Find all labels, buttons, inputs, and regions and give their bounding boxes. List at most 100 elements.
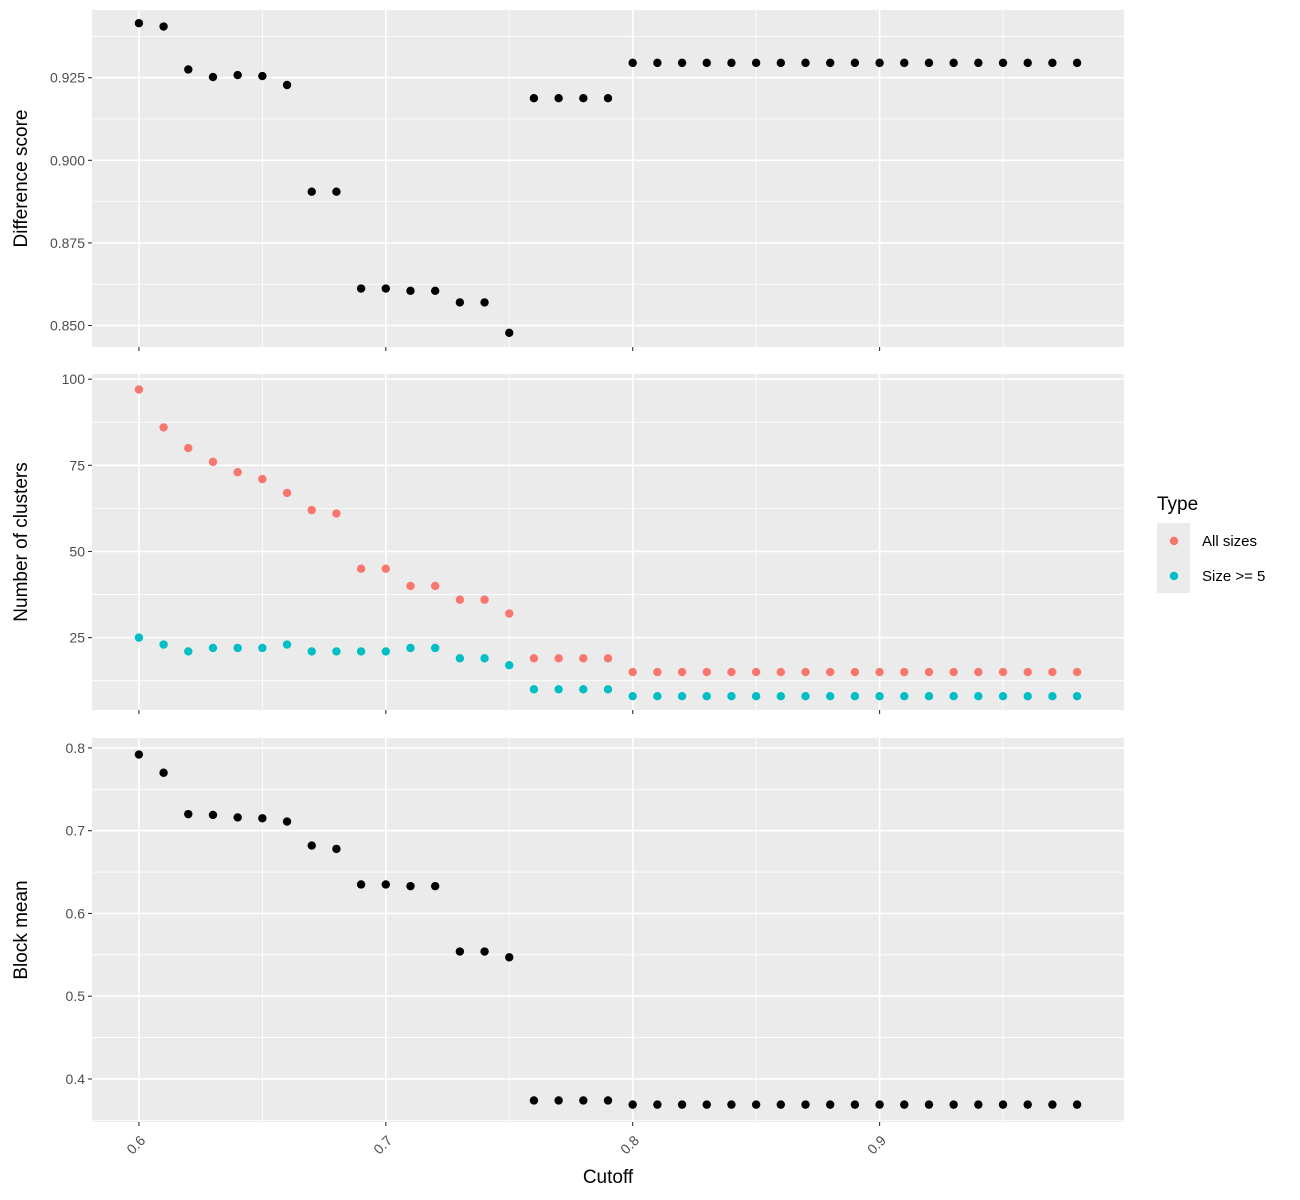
panel-1: 0.850 0.875 0.900 0.925 Difference score [11, 10, 1124, 351]
data-point [529, 654, 539, 663]
y-axis-title: Number of clusters [11, 462, 32, 621]
data-point [258, 71, 267, 81]
y-tick-label: 0.4 [66, 1071, 86, 1087]
data-point [505, 661, 514, 670]
data-point [998, 667, 1008, 677]
data-point [579, 685, 588, 694]
data-point [924, 58, 934, 68]
data-point [1023, 58, 1032, 68]
data-point [554, 1096, 563, 1105]
data-point [356, 284, 366, 293]
data-point [776, 58, 786, 68]
data-point [307, 647, 316, 656]
y-axis-title: Block mean [11, 880, 32, 979]
data-point [1072, 58, 1082, 68]
data-point [949, 667, 958, 677]
panel-3: 0.4 0.5 0.6 0.7 0.8 Block mean [11, 738, 1124, 1126]
data-point [233, 813, 242, 822]
data-point [208, 457, 218, 467]
data-point [727, 58, 736, 68]
data-point [603, 685, 613, 694]
data-point [727, 1100, 736, 1109]
y-tick-label: 0.900 [50, 152, 85, 168]
data-point [702, 58, 711, 68]
data-point [184, 443, 193, 453]
data-point [406, 581, 415, 591]
y-axis-title: Difference score [11, 110, 32, 248]
data-point [924, 1100, 934, 1109]
data-point [850, 667, 860, 677]
data-point [826, 58, 835, 68]
series-points [134, 633, 1082, 701]
data-point [1072, 1100, 1082, 1109]
data-point [455, 595, 465, 604]
data-point [702, 692, 711, 701]
data-point [356, 647, 366, 656]
data-point [184, 809, 193, 819]
legend-key [1169, 536, 1179, 546]
panel-background [92, 738, 1124, 1122]
data-point [455, 654, 465, 663]
data-point [529, 1096, 539, 1105]
y-tick-label: 0.7 [66, 823, 86, 839]
data-point [702, 667, 711, 677]
y-tick-label: 25 [69, 630, 85, 646]
data-point [356, 880, 366, 889]
data-point [332, 509, 341, 518]
data-point [233, 468, 242, 477]
data-point [430, 286, 440, 296]
data-point [1072, 667, 1082, 677]
data-point [751, 58, 761, 68]
data-point [307, 841, 316, 850]
data-point [677, 58, 687, 68]
data-point [356, 564, 366, 573]
data-point [381, 880, 390, 889]
data-point [850, 1100, 860, 1109]
panel-2: 25 50 75 100 Number of clusters [11, 371, 1124, 714]
data-point [233, 70, 242, 80]
data-point [159, 22, 168, 31]
data-point [406, 643, 415, 653]
data-point [430, 881, 440, 891]
data-point [430, 581, 440, 591]
data-point [480, 595, 489, 604]
data-point [949, 1100, 958, 1109]
y-tick-label: 0.5 [66, 988, 86, 1004]
series-points [134, 385, 1082, 677]
data-point [653, 667, 662, 677]
data-point [480, 947, 489, 956]
y-tick-label: 0.875 [50, 235, 85, 251]
legend-label: Size >= 5 [1202, 568, 1265, 585]
data-point [134, 385, 144, 394]
data-point [282, 488, 292, 498]
data-point [529, 685, 539, 694]
legend-key-background [1157, 523, 1190, 593]
legend-title: Type [1157, 494, 1198, 515]
data-point [875, 667, 884, 677]
data-point [208, 810, 218, 820]
data-point [949, 692, 958, 701]
data-point [529, 94, 539, 103]
data-point [208, 72, 218, 82]
data-point [603, 1096, 613, 1105]
data-point [900, 58, 909, 68]
panel-background [92, 374, 1124, 710]
data-point [381, 564, 390, 573]
data-point [653, 692, 662, 701]
data-point [801, 1100, 810, 1109]
data-point [1023, 667, 1032, 677]
data-point [282, 817, 292, 826]
data-point [998, 58, 1008, 68]
data-point [381, 647, 390, 656]
data-point [258, 474, 267, 484]
data-point [480, 654, 489, 663]
data-point [603, 94, 613, 103]
data-point [455, 298, 465, 307]
legend-key [1169, 571, 1179, 581]
data-point [1072, 692, 1082, 701]
data-point [677, 692, 687, 701]
data-point [998, 692, 1008, 701]
data-point [332, 187, 341, 196]
data-point [159, 640, 168, 649]
